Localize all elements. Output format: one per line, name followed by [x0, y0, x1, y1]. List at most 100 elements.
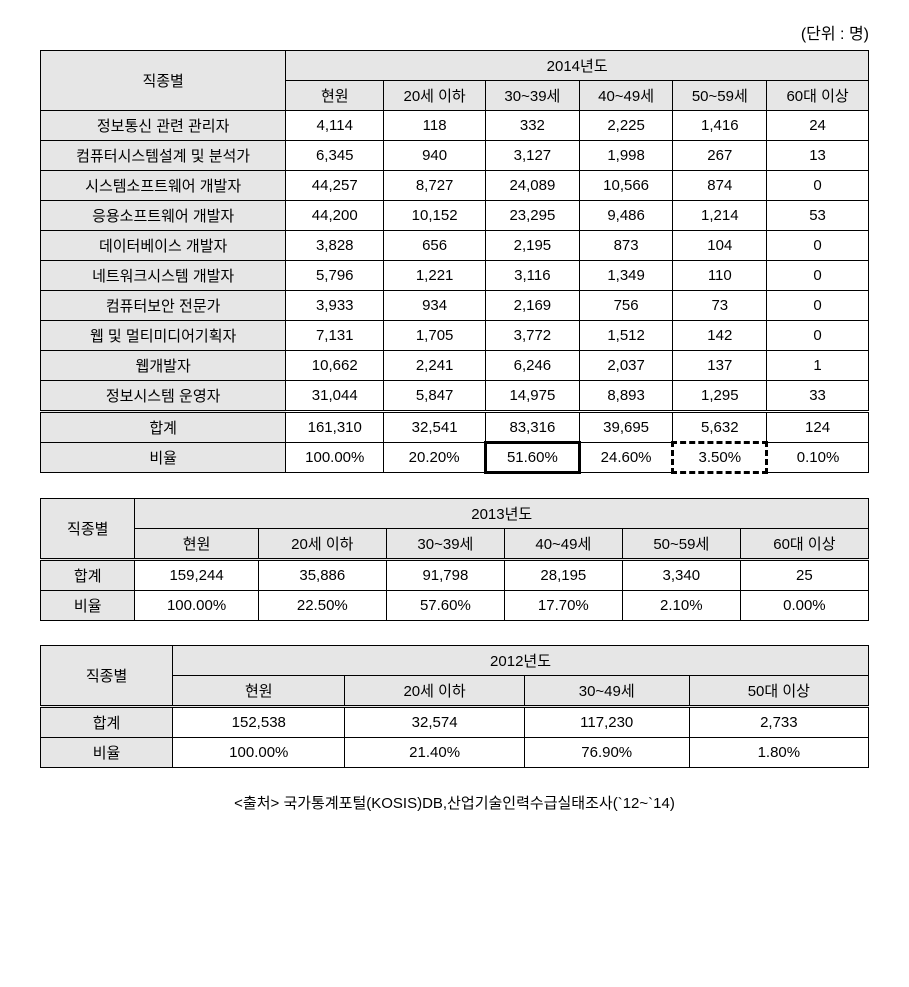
data-table-2014: 직종별2014년도현원20세 이하30~39세40~49세50~59세60대 이…: [40, 50, 869, 474]
row-header: 직종별: [41, 499, 135, 560]
data-cell: 940: [384, 141, 486, 171]
data-cell: 53: [767, 201, 869, 231]
data-cell: 3,828: [286, 231, 384, 261]
row-label: 컴퓨터보안 전문가: [41, 291, 286, 321]
data-cell: 1: [767, 351, 869, 381]
data-cell: 3,933: [286, 291, 384, 321]
row-label: 웹 및 멀티미디어기획자: [41, 321, 286, 351]
col-header-5: 60대 이상: [767, 81, 869, 111]
data-cell: 874: [673, 171, 767, 201]
data-cell: 0: [767, 321, 869, 351]
table-row: 웹 및 멀티미디어기획자7,1311,7053,7721,5121420: [41, 321, 869, 351]
data-cell: 1,416: [673, 111, 767, 141]
total-row: 합계152,53832,574117,2302,733: [41, 707, 869, 738]
data-cell: 110: [673, 261, 767, 291]
data-table-2012: 직종별2012년도현원20세 이하30~49세50대 이상합계152,53832…: [40, 645, 869, 768]
total-row: 합계159,24435,88691,79828,1953,34025: [41, 560, 869, 591]
data-cell: 24,089: [486, 171, 580, 201]
row-header: 직종별: [41, 646, 173, 707]
row-label: 컴퓨터시스템설계 및 분석가: [41, 141, 286, 171]
row-label: 시스템소프트웨어 개발자: [41, 171, 286, 201]
data-cell: 3,772: [486, 321, 580, 351]
row-header: 직종별: [41, 51, 286, 111]
total-label: 합계: [41, 707, 173, 738]
data-cell: 8,893: [579, 381, 673, 412]
ratio-row: 비율100.00%22.50%57.60%17.70%2.10%0.00%: [41, 591, 869, 621]
data-cell: 13: [767, 141, 869, 171]
data-cell: 137: [673, 351, 767, 381]
data-cell: 1,349: [579, 261, 673, 291]
col-header-4: 50~59세: [673, 81, 767, 111]
data-cell: 4,114: [286, 111, 384, 141]
col-header-2: 30~49세: [524, 676, 689, 707]
data-cell: 2,241: [384, 351, 486, 381]
total-cell: 152,538: [173, 707, 345, 738]
ratio-cell: 100.00%: [173, 738, 345, 768]
table-row: 컴퓨터보안 전문가3,9339342,169756730: [41, 291, 869, 321]
table-row: 웹개발자10,6622,2416,2462,0371371: [41, 351, 869, 381]
data-cell: 6,345: [286, 141, 384, 171]
data-cell: 2,037: [579, 351, 673, 381]
data-cell: 1,221: [384, 261, 486, 291]
total-cell: 32,541: [384, 412, 486, 443]
ratio-cell: 1.80%: [689, 738, 868, 768]
year-header: 2013년도: [135, 499, 869, 529]
data-cell: 0: [767, 231, 869, 261]
data-cell: 10,566: [579, 171, 673, 201]
table-row: 응용소프트웨어 개발자44,20010,15223,2959,4861,2145…: [41, 201, 869, 231]
data-cell: 5,847: [384, 381, 486, 412]
data-cell: 10,662: [286, 351, 384, 381]
ratio-cell: 57.60%: [386, 591, 504, 621]
ratio-label: 비율: [41, 591, 135, 621]
data-cell: 332: [486, 111, 580, 141]
col-header-4: 50~59세: [622, 529, 740, 560]
data-cell: 73: [673, 291, 767, 321]
table-row: 컴퓨터시스템설계 및 분석가6,3459403,1271,99826713: [41, 141, 869, 171]
total-cell: 3,340: [622, 560, 740, 591]
data-cell: 2,169: [486, 291, 580, 321]
data-cell: 23,295: [486, 201, 580, 231]
data-cell: 142: [673, 321, 767, 351]
data-cell: 6,246: [486, 351, 580, 381]
col-header-3: 40~49세: [504, 529, 622, 560]
ratio-cell: 2.10%: [622, 591, 740, 621]
data-cell: 1,512: [579, 321, 673, 351]
ratio-row: 비율100.00%20.20%51.60%24.60%3.50%0.10%: [41, 443, 869, 473]
data-cell: 2,225: [579, 111, 673, 141]
ratio-cell: 51.60%: [486, 443, 580, 473]
table-row: 시스템소프트웨어 개발자44,2578,72724,08910,5668740: [41, 171, 869, 201]
table-2012: 직종별2012년도현원20세 이하30~49세50대 이상합계152,53832…: [40, 645, 869, 768]
ratio-cell: 0.00%: [740, 591, 868, 621]
row-label: 정보통신 관련 관리자: [41, 111, 286, 141]
data-cell: 104: [673, 231, 767, 261]
table-row: 정보통신 관련 관리자4,1141183322,2251,41624: [41, 111, 869, 141]
unit-label: (단위 : 명): [40, 20, 869, 44]
data-cell: 1,295: [673, 381, 767, 412]
total-cell: 91,798: [386, 560, 504, 591]
ratio-label: 비율: [41, 738, 173, 768]
data-cell: 3,127: [486, 141, 580, 171]
data-cell: 7,131: [286, 321, 384, 351]
table-row: 정보시스템 운영자31,0445,84714,9758,8931,29533: [41, 381, 869, 412]
total-cell: 39,695: [579, 412, 673, 443]
total-cell: 159,244: [135, 560, 258, 591]
data-cell: 14,975: [486, 381, 580, 412]
table-2013: 직종별2013년도현원20세 이하30~39세40~49세50~59세60대 이…: [40, 498, 869, 621]
table-2014: 직종별2014년도현원20세 이하30~39세40~49세50~59세60대 이…: [40, 50, 869, 474]
data-cell: 118: [384, 111, 486, 141]
data-cell: 5,796: [286, 261, 384, 291]
data-table-2013: 직종별2013년도현원20세 이하30~39세40~49세50~59세60대 이…: [40, 498, 869, 621]
total-cell: 5,632: [673, 412, 767, 443]
total-cell: 2,733: [689, 707, 868, 738]
year-header: 2014년도: [286, 51, 869, 81]
total-cell: 124: [767, 412, 869, 443]
row-label: 데이터베이스 개발자: [41, 231, 286, 261]
total-cell: 83,316: [486, 412, 580, 443]
col-header-5: 60대 이상: [740, 529, 868, 560]
ratio-cell: 20.20%: [384, 443, 486, 473]
total-cell: 35,886: [258, 560, 386, 591]
row-label: 정보시스템 운영자: [41, 381, 286, 412]
year-header: 2012년도: [173, 646, 869, 676]
data-cell: 1,998: [579, 141, 673, 171]
data-cell: 44,257: [286, 171, 384, 201]
